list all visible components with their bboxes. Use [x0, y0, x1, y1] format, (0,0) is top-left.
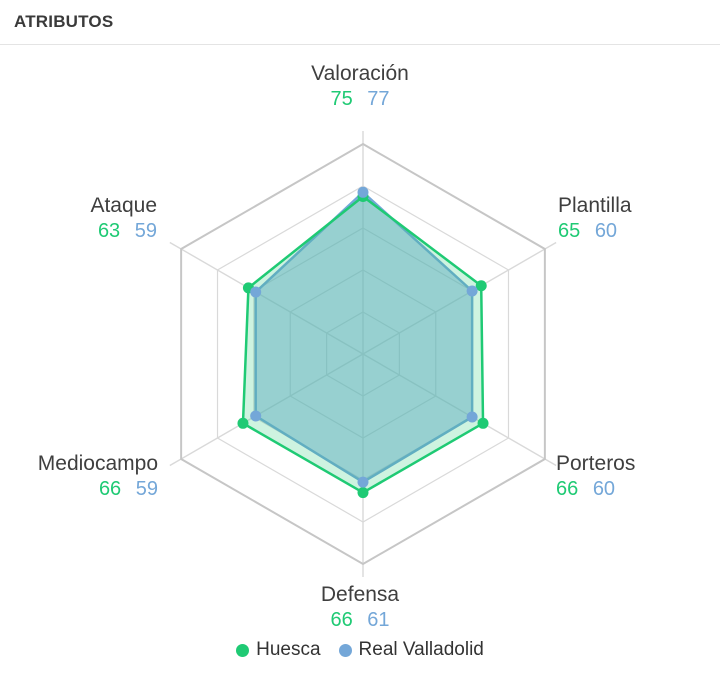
axis-values: 66 60 — [556, 478, 635, 500]
huesca-value: 75 — [330, 87, 353, 110]
axis-values: 66 61 — [0, 609, 720, 631]
legend-item-huesca[interactable]: Huesca — [236, 639, 321, 661]
axis-values: 66 59 — [38, 478, 158, 500]
data-point-huesca — [357, 487, 369, 499]
valladolid-value: 59 — [134, 219, 157, 242]
axis-label-porteros: Porteros 66 60 — [556, 452, 635, 500]
valladolid-value: 59 — [135, 477, 158, 500]
section-header: ATRIBUTOS — [0, 0, 720, 45]
axis-label-defensa: Defensa 66 61 — [0, 583, 720, 631]
series-polygon-huesca — [241, 195, 485, 494]
axis-name: Mediocampo — [37, 452, 158, 475]
legend-label: Real Valladolid — [358, 639, 484, 660]
axis-name: Ataque — [90, 194, 157, 217]
axis-values: 65 60 — [558, 220, 632, 242]
huesca-series-dot-icon — [236, 643, 250, 657]
chart-legend: Huesca Real Valladolid — [0, 639, 720, 661]
page-title: ATRIBUTOS — [14, 12, 114, 31]
huesca-value: 65 — [558, 219, 581, 242]
huesca-value: 63 — [97, 219, 121, 242]
legend-item-valladolid[interactable]: Real Valladolid — [338, 639, 484, 661]
data-point-real-valladolid — [357, 186, 369, 198]
data-point-real-valladolid — [357, 476, 369, 488]
radar-outer-ring — [180, 142, 546, 566]
radar-grid-ring — [216, 185, 510, 523]
axis-label-plantilla: Plantilla 65 60 — [558, 194, 632, 242]
valladolid-series-dot-icon — [338, 643, 352, 657]
valladolid-value: 60 — [594, 219, 618, 242]
huesca-value: 66 — [98, 477, 122, 500]
data-point-real-valladolid — [250, 410, 262, 422]
data-point-real-valladolid — [466, 411, 478, 423]
valladolid-value: 77 — [367, 87, 390, 110]
axis-name: Porteros — [556, 452, 636, 475]
data-point-huesca — [237, 417, 249, 429]
huesca-value: 66 — [330, 608, 353, 631]
axis-name: Defensa — [320, 583, 400, 606]
legend-label: Huesca — [256, 639, 321, 660]
data-point-huesca — [477, 417, 489, 429]
axis-label-ataque: Ataque 63 59 — [90, 194, 157, 242]
axis-label-mediocampo: Mediocampo 66 59 — [38, 452, 158, 500]
axis-name: Plantilla — [558, 194, 632, 217]
axis-name: Valoración — [311, 62, 409, 85]
axis-values: 63 59 — [90, 220, 157, 242]
data-point-huesca — [475, 280, 487, 292]
valladolid-value: 61 — [367, 608, 390, 631]
axis-values: 75 77 — [0, 88, 720, 110]
data-point-real-valladolid — [466, 285, 478, 297]
valladolid-value: 60 — [592, 477, 616, 500]
axis-label-valoracion: Valoración 75 77 — [0, 62, 720, 110]
data-point-real-valladolid — [250, 286, 262, 298]
huesca-value: 66 — [556, 477, 579, 500]
